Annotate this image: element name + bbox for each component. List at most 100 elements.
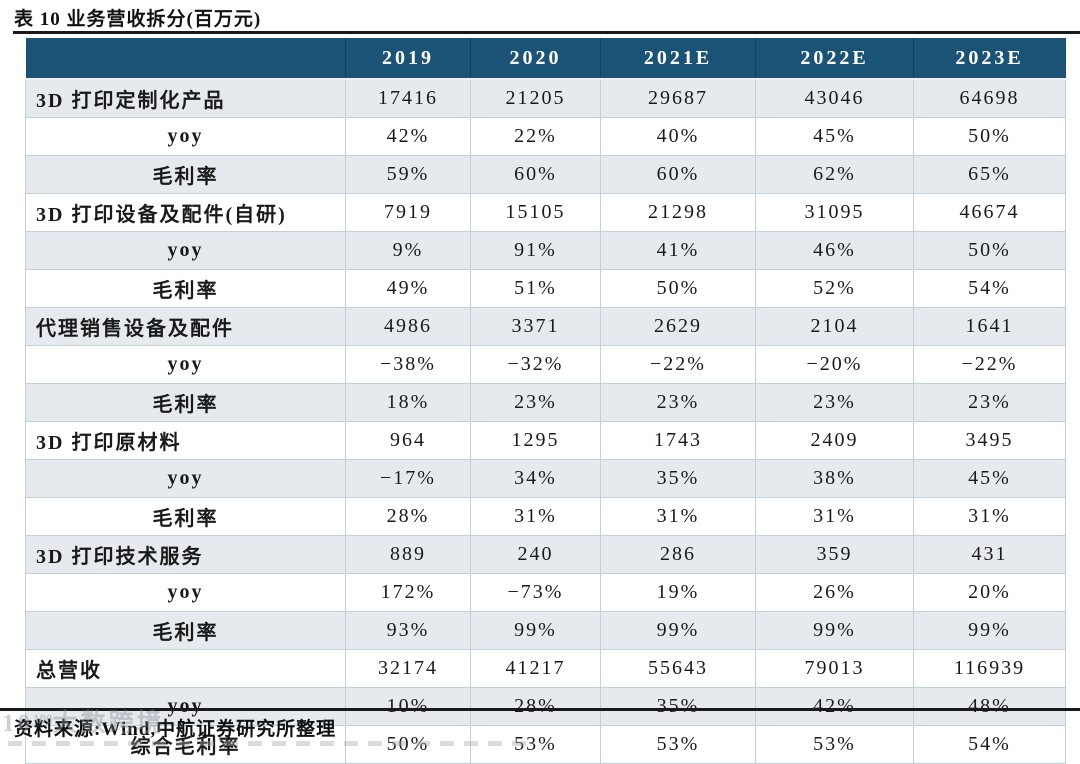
cell-value: 3371 [470,307,601,346]
cell-value: 93% [345,611,471,650]
row-label-column-header [25,38,346,80]
table-row: 3D 打印原材料 964 1295 1743 2409 3495 [25,421,1066,460]
cell-value: 45% [755,117,914,156]
table-title: 表 10 业务营收拆分(百万元) [14,9,262,30]
cell-value: 99% [470,611,601,650]
cell-value: −20% [755,345,914,384]
cell-value: 359 [755,535,914,574]
page: { "page": { "title": "表 10 业务营收拆分(百万元)" … [0,9,1080,764]
cell-value: 34% [470,459,601,498]
footer-rule-divider [0,708,1080,711]
table-row: yoy 9% 91% 41% 46% 50% [25,231,1066,270]
cell-value: 28% [470,687,601,726]
cell-value: 18% [345,383,471,422]
cell-value: 23% [470,383,601,422]
cell-value: 31% [470,497,601,536]
cell-value: −22% [913,345,1066,384]
cell-value: 45% [913,459,1066,498]
row-label: 代理销售设备及配件 [25,307,346,346]
cell-value: 29687 [600,78,756,118]
cell-value: 41% [600,231,756,270]
cell-value: 59% [345,155,471,194]
cell-value: 22% [470,117,601,156]
table-row: 总营收 32174 41217 55643 79013 116939 [25,649,1066,688]
row-label: 毛利率 [25,497,346,536]
cell-value: 60% [600,155,756,194]
cell-value: 19% [600,573,756,612]
cell-value: 54% [913,725,1066,764]
cell-value: 31% [755,497,914,536]
title-rule-divider [13,31,1080,34]
cell-value: 116939 [913,649,1066,688]
cell-value: 20% [913,573,1066,612]
year-column-header: 2022E [755,38,914,80]
cell-value: 28% [345,497,471,536]
cell-value: 50% [913,231,1066,270]
cell-value: 50% [600,269,756,308]
cell-value: 23% [913,383,1066,422]
cell-value: 2409 [755,421,914,460]
table-row: 毛利率 28% 31% 31% 31% 31% [25,497,1066,536]
cell-value: 23% [755,383,914,422]
table-row: yoy 10% 28% 35% 42% 48% [25,687,1066,726]
cell-value: 7919 [345,193,471,232]
cell-value: 21298 [600,193,756,232]
cell-value: 4986 [345,307,471,346]
cell-value: 49% [345,269,471,308]
table-row: 毛利率 59% 60% 60% 62% 65% [25,155,1066,194]
source-note: 资料来源:Wind,中航证券研究所整理 [14,719,337,740]
table-row: 3D 打印设备及配件(自研) 7919 15105 21298 31095 46674 [25,193,1066,232]
cell-value: −22% [600,345,756,384]
cell-value: −73% [470,573,601,612]
row-label: yoy [25,573,346,612]
cell-value: 38% [755,459,914,498]
cell-value: 50% [913,117,1066,156]
year-column-header: 2021E [600,38,756,80]
cell-value: 286 [600,535,756,574]
table-row: 毛利率 49% 51% 50% 52% 54% [25,269,1066,308]
year-column-header: 2020 [470,38,601,80]
cell-value: 53% [600,725,756,764]
row-label: 毛利率 [25,155,346,194]
row-label: 毛利率 [25,383,346,422]
cell-value: 3495 [913,421,1066,460]
cell-value: 31% [913,497,1066,536]
cell-value: 431 [913,535,1066,574]
cell-value: 9% [345,231,471,270]
cell-value: 91% [470,231,601,270]
cell-value: 964 [345,421,471,460]
revenue-breakdown-table: 2019 2020 2021E 2022E 2023E 3D 打印定制化产品 17416 2… [25,38,1066,764]
cell-value: 79013 [755,649,914,688]
cell-value: 15105 [470,193,601,232]
cell-value: 2629 [600,307,756,346]
cell-value: 42% [345,117,471,156]
cell-value: 53% [755,725,914,764]
row-label: yoy [25,459,346,498]
row-label: yoy [25,117,346,156]
cell-value: 99% [600,611,756,650]
cell-value: 889 [345,535,471,574]
cell-value: 10% [345,687,471,726]
table-row: yoy 172% −73% 19% 26% 20% [25,573,1066,612]
table-row: 3D 打印技术服务 889 240 286 359 431 [25,535,1066,574]
cell-value: 50% [345,725,471,764]
table-row: 代理销售设备及配件 4986 3371 2629 2104 1641 [25,307,1066,346]
cell-value: 43046 [755,78,914,118]
cell-value: 46% [755,231,914,270]
year-column-header: 2023E [913,38,1066,80]
table-row: yoy 42% 22% 40% 45% 50% [25,117,1066,156]
cell-value: 65% [913,155,1066,194]
table-header-row: 2019 2020 2021E 2022E 2023E [25,38,1066,80]
cell-value: 40% [600,117,756,156]
cell-value: 17416 [345,78,471,118]
row-label: 毛利率 [25,611,346,650]
row-label: 3D 打印技术服务 [25,535,346,574]
cell-value: −32% [470,345,601,384]
cell-value: 42% [755,687,914,726]
cell-value: −17% [345,459,471,498]
cell-value: 240 [470,535,601,574]
row-label: yoy [25,345,346,384]
table-row: yoy −38% −32% −22% −20% −22% [25,345,1066,384]
cell-value: −38% [345,345,471,384]
row-label: 3D 打印定制化产品 [25,78,346,118]
